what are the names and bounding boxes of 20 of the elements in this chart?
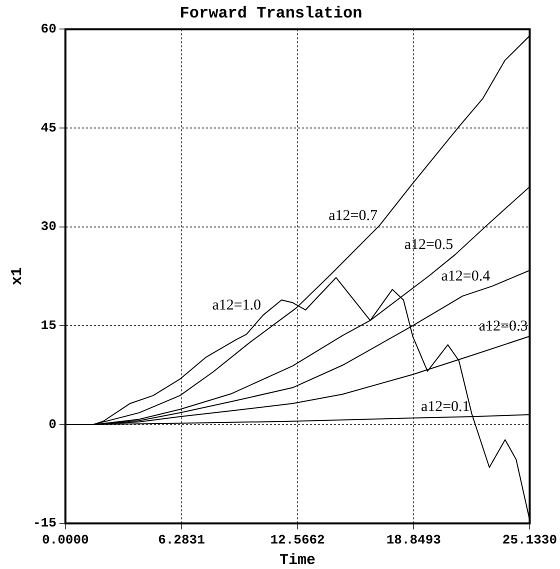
y-tick-label: 15 xyxy=(40,318,57,333)
annotation: a12=0.3 xyxy=(478,318,528,335)
x-tick-label: 6.2831 xyxy=(158,532,206,548)
y-tick-label: 45 xyxy=(40,120,57,136)
y-tick-label: 60 xyxy=(40,21,57,36)
x-axis-title: Time xyxy=(280,552,316,569)
chart-title: Forward Translation xyxy=(180,4,362,23)
annotation: a12=1.0 xyxy=(212,298,262,314)
annotation: a12=0.7 xyxy=(328,208,378,224)
y-tick-label: 30 xyxy=(40,219,57,234)
y-tick-label: 0 xyxy=(48,416,57,432)
x-tick-label: 18.8493 xyxy=(386,532,442,548)
x-tick-label: 25.1330 xyxy=(502,532,558,548)
annotation: a12=0.5 xyxy=(404,236,454,253)
x-tick-label: 0.0000 xyxy=(42,532,90,548)
y-tick-label: -15 xyxy=(33,516,57,531)
x-tick-label: 12.5662 xyxy=(270,532,326,548)
annotation: a12=0.1 xyxy=(420,399,470,416)
y-axis-title: x1 xyxy=(8,267,26,286)
annotation: a12=0.4 xyxy=(441,268,491,285)
